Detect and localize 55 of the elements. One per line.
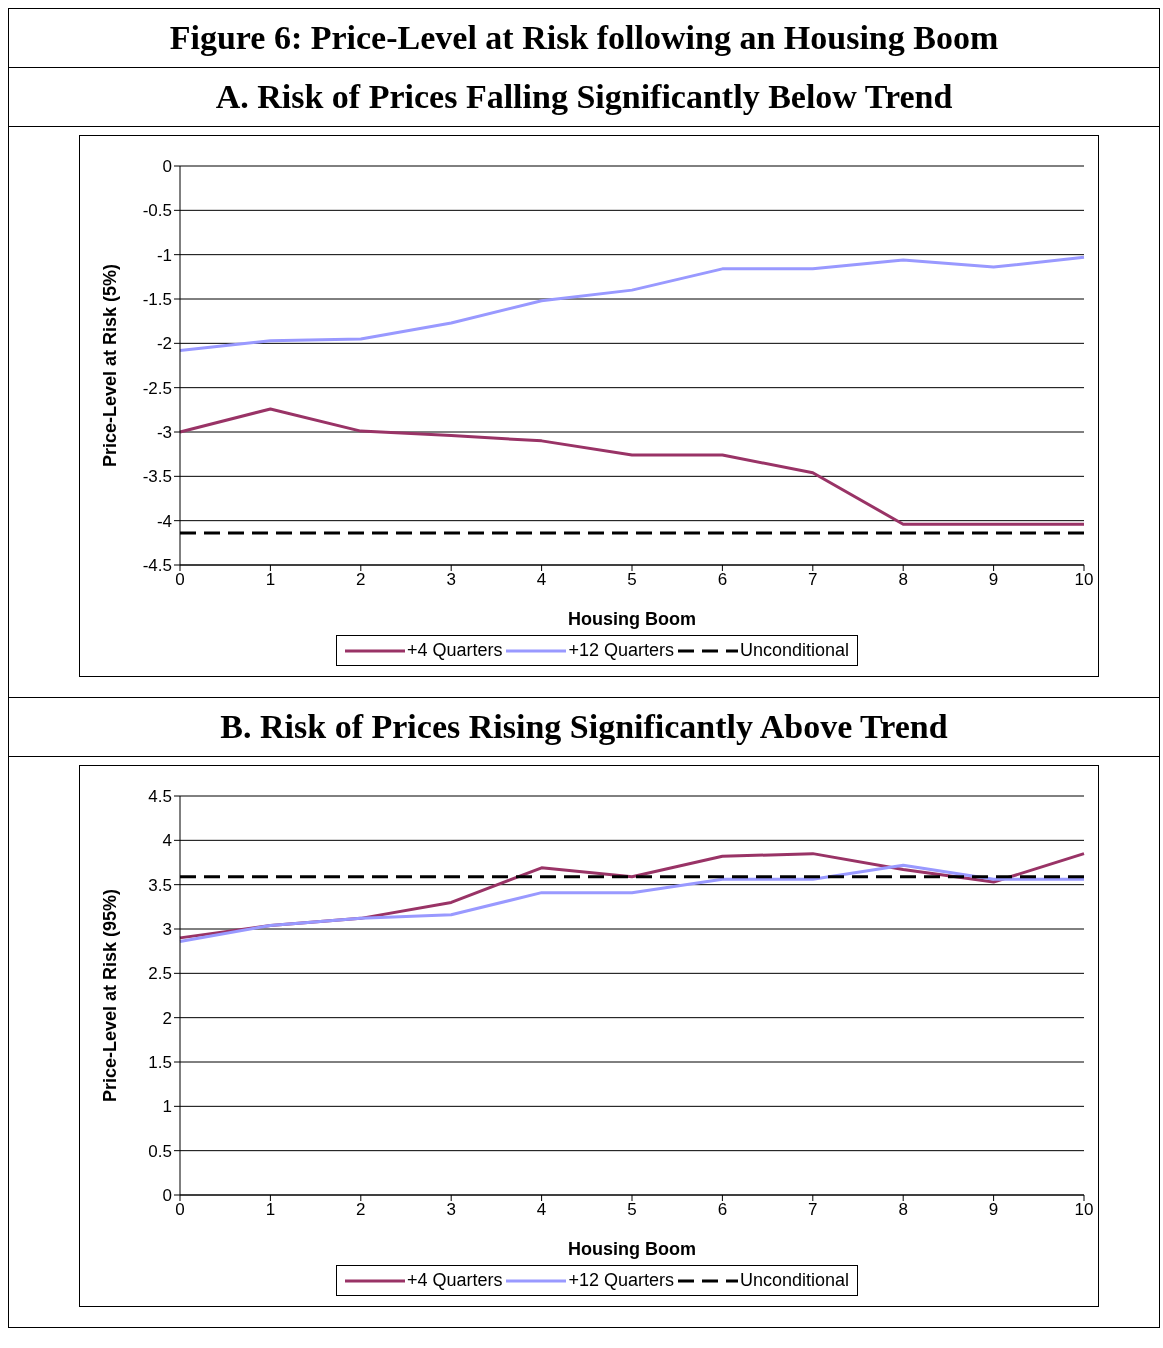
y-tick-label: 4	[162, 831, 172, 851]
x-tick-label: 6	[717, 1200, 728, 1220]
legend-label: Unconditional	[740, 640, 850, 661]
y-tick-label: 4.5	[148, 787, 172, 807]
y-axis-title: Price-Level at Risk (95%)	[100, 888, 121, 1103]
x-tick-label: 2	[356, 570, 366, 590]
x-tick-label: 7	[808, 1200, 818, 1220]
y-tick-label: -3.5	[142, 467, 172, 487]
x-tick-label: 9	[988, 1200, 999, 1220]
x-tick-label: 5	[627, 1200, 637, 1220]
y-tick-label: 0	[162, 157, 172, 177]
y-tick-label: 3.5	[148, 875, 172, 895]
y-tick-label: 3	[162, 920, 172, 940]
y-tick-label: -4	[156, 511, 172, 531]
x-tick-label: 3	[446, 570, 456, 590]
x-tick-label: 0	[175, 1200, 185, 1220]
legend-label: +12 Quarters	[568, 640, 675, 661]
x-tick-label: 1	[265, 1200, 276, 1220]
x-tick-label: 10	[1074, 570, 1094, 590]
y-tick-label: 2.5	[148, 964, 172, 984]
x-tick-label: 4	[536, 1200, 547, 1220]
y-tick-label: 0	[162, 1186, 172, 1206]
x-tick-label: 5	[627, 570, 637, 590]
y-tick-label: -2	[156, 334, 172, 354]
y-tick-label: -1.5	[142, 290, 172, 310]
chart-title: B. Risk of Prices Rising Significantly Above Trend	[9, 698, 1159, 757]
x-tick-label: 10	[1074, 1200, 1094, 1220]
legend-label: +4 Quarters	[406, 640, 503, 661]
chart-subtitle: A. Risk of Prices Falling Significantly Below Trend	[9, 68, 1159, 127]
x-tick-label: 6	[717, 570, 728, 590]
y-axis-title: Price-Level at Risk (5%)	[100, 263, 121, 468]
legend-label: Unconditional	[740, 1270, 850, 1291]
x-tick-label: 9	[988, 570, 999, 590]
x-tick-label: 8	[898, 1200, 908, 1220]
legend-label: +4 Quarters	[406, 1270, 503, 1291]
x-tick-label: 3	[446, 1200, 456, 1220]
y-tick-label: -1	[156, 245, 172, 265]
y-tick-label: 1.5	[148, 1053, 172, 1073]
x-axis-title: Housing Boom	[568, 1239, 696, 1259]
chart-title: Figure 6: Price-Level at Risk following an Housing Boom	[9, 9, 1159, 68]
x-tick-label: 0	[175, 570, 185, 590]
y-tick-label: -2.5	[142, 378, 172, 398]
y-tick-label: 2	[162, 1008, 172, 1028]
x-axis-title: Housing Boom	[568, 609, 696, 629]
y-tick-label: -0.5	[142, 201, 172, 221]
y-tick-label: -4.5	[142, 556, 172, 576]
x-tick-label: 4	[536, 570, 547, 590]
legend-label: +12 Quarters	[568, 1270, 675, 1291]
x-tick-label: 1	[265, 570, 276, 590]
y-tick-label: -3	[156, 423, 172, 443]
x-tick-label: 7	[808, 570, 818, 590]
x-tick-label: 8	[898, 570, 908, 590]
x-tick-label: 2	[356, 1200, 366, 1220]
y-tick-label: 0.5	[148, 1141, 172, 1161]
y-tick-label: 1	[162, 1097, 172, 1117]
